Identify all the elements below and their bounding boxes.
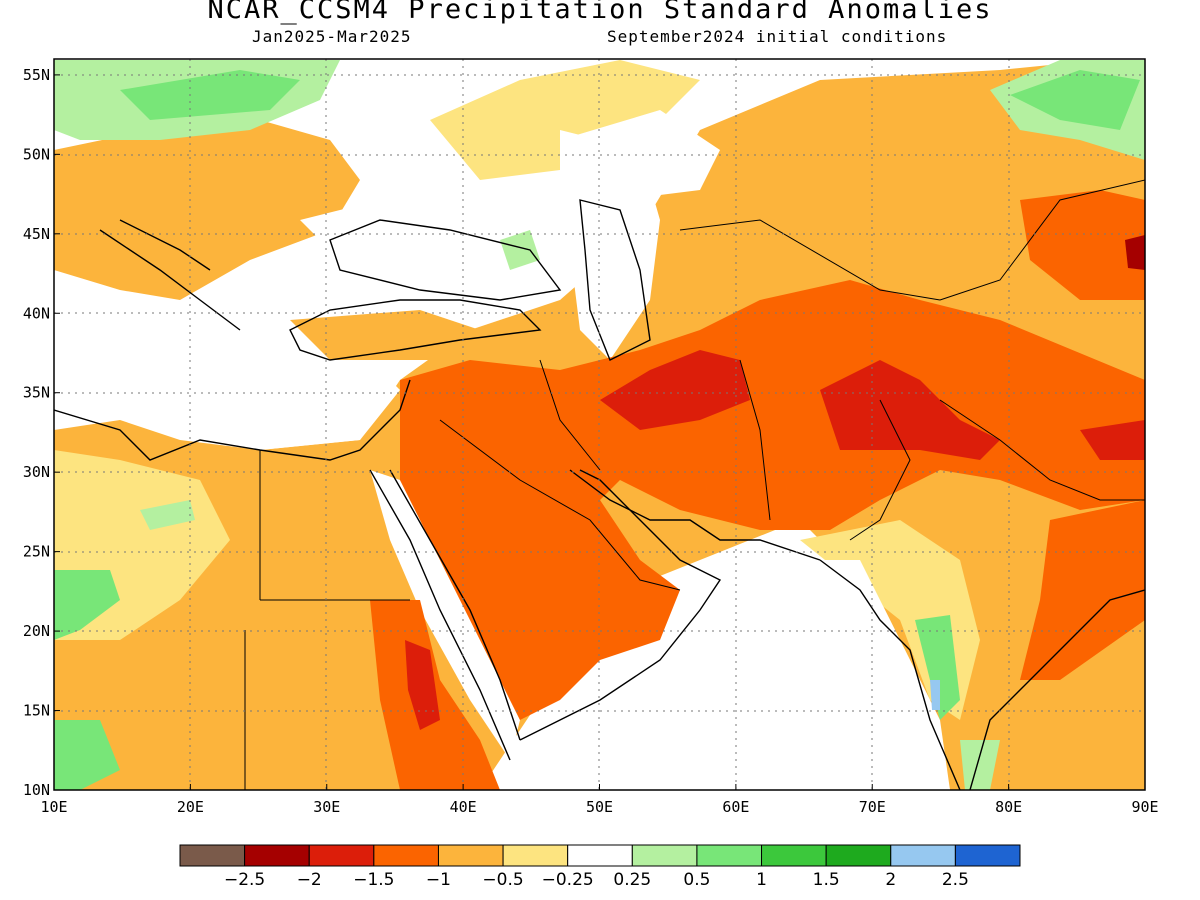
colorbar-swatch (696, 844, 763, 867)
lon-label: 60E (722, 798, 749, 816)
lon-label: 20E (177, 798, 204, 816)
lat-label: 10N (23, 781, 50, 799)
lon-label: 10E (40, 798, 67, 816)
lon-label: 50E (586, 798, 613, 816)
colorbar: −2.5 −2 −1.5 −1 −0.5 −0.25 0.25 0.5 1 1.5 2 2.5 (179, 844, 1021, 890)
anomaly-area-neutral-indian-ocean (510, 560, 950, 790)
longitude-labels: 10E 20E 30E 40E 50E 60E 70E 80E 90E (40, 798, 1158, 816)
anomaly-area-orange-arabia (400, 280, 1145, 720)
colorbar-label: 2 (885, 870, 896, 890)
coastlines (54, 199, 1145, 790)
anomaly-area-neutral-redsea (370, 470, 520, 760)
anomaly-area-green-india-south (960, 740, 1000, 790)
colorbar-swatch (890, 844, 956, 867)
colorbar-label: −2 (297, 870, 322, 890)
coastline-black-sea (329, 219, 562, 301)
borders (244, 179, 1145, 790)
axis-ticks (53, 74, 1146, 791)
anomaly-area-green-wafrica-south (54, 720, 120, 790)
anomaly-area-midgreen-russia (1010, 70, 1140, 130)
lon-label: 40E (450, 798, 477, 816)
coastline-turkey (289, 299, 542, 361)
anomaly-area-neutral-mediterranean (54, 330, 400, 450)
colorbar-swatch (825, 844, 892, 867)
border-kazakhstan (679, 219, 941, 301)
border-pakistan-india (849, 399, 911, 541)
colorbar-label: 0.5 (683, 870, 710, 890)
anomaly-area-orange-bengal (1020, 500, 1145, 680)
map-title: NCAR_CCSM4 Precipitation Standard Anomal… (207, 0, 993, 25)
colorbar-label: −0.5 (482, 870, 523, 890)
coastline-arabia (519, 469, 722, 741)
coastline-persian-gulf (569, 469, 821, 561)
border-iran-afghanistan (739, 359, 771, 521)
anomaly-area-midgreen-scandinavia (120, 70, 300, 120)
colorbar-swatch (631, 844, 698, 867)
colorbar-swatch (502, 844, 569, 867)
colorbar-label: 1 (756, 870, 767, 890)
colorbar-label: −0.25 (542, 870, 594, 890)
lon-label: 90E (1131, 798, 1158, 816)
border-iran-iraq (539, 359, 601, 471)
lon-label: 70E (859, 798, 886, 816)
anomaly-area-lightgreen-libya (140, 500, 195, 530)
lat-label: 50N (23, 145, 50, 163)
coastline-india (819, 559, 1145, 790)
lat-label: 55N (23, 66, 50, 84)
map-field (54, 59, 1145, 790)
border-india-nepal (939, 399, 1145, 501)
graticule (54, 59, 1145, 790)
anomaly-area-green-india (915, 615, 960, 720)
anomaly-area-orange-china (1020, 190, 1145, 300)
anomaly-area-neutral-blacksea (300, 200, 600, 300)
anomaly-area-blue-india (930, 680, 940, 710)
colorbar-label: −1 (426, 870, 451, 890)
lat-label: 45N (23, 225, 50, 243)
colorbar-swatch (437, 844, 504, 867)
anomaly-area-green-caucasus (500, 230, 540, 270)
anomaly-area-light-orange-north (54, 120, 360, 300)
anomaly-area-yellow-europe (430, 60, 700, 180)
colorbar-swatch (179, 844, 246, 867)
initial-conditions: September2024 initial conditions (607, 27, 948, 46)
colorbar-label: −1.5 (353, 870, 394, 890)
anomaly-area-red-afghanistan (820, 360, 1000, 460)
coastline-mediterranean-south (54, 379, 411, 461)
border-china (939, 179, 1145, 301)
colorbar-label: 1.5 (813, 870, 840, 890)
lat-label: 20N (23, 622, 50, 640)
lon-label: 30E (313, 798, 340, 816)
anomaly-area-neutral-north (560, 110, 720, 200)
coastline-caspian (579, 199, 651, 361)
lat-label: 30N (23, 463, 50, 481)
colorbar-swatch (244, 844, 310, 867)
lat-label: 40N (23, 304, 50, 322)
coastline-adriatic (99, 219, 241, 331)
anomaly-area-darkred-china (1125, 235, 1145, 270)
latitude-labels: 10N 15N 20N 25N 30N 35N 40N 45N 50N 55N (23, 66, 50, 799)
anomaly-area-red-sudan (405, 640, 440, 730)
colorbar-swatch (567, 844, 633, 867)
colorbar-label: 2.5 (942, 870, 969, 890)
lat-label: 15N (23, 702, 50, 720)
colorbar-label: −2.5 (224, 870, 265, 890)
border-saudi (439, 419, 681, 591)
colorbar-label: 0.25 (613, 870, 651, 890)
forecast-period: Jan2025-Mar2025 (252, 27, 412, 46)
lat-label: 25N (23, 543, 50, 561)
colorbar-swatch (954, 844, 1021, 867)
lon-label: 80E (995, 798, 1022, 816)
anomaly-area-red-china (1080, 420, 1145, 460)
colorbar-swatch (373, 844, 439, 867)
anomaly-area-light-orange-turkey (290, 310, 480, 360)
anomaly-area-green-wafrica (54, 570, 120, 640)
anomaly-area-red-iran (600, 350, 750, 430)
coastline-red-sea (369, 469, 521, 761)
lat-label: 35N (23, 384, 50, 402)
colorbar-swatch (308, 844, 375, 867)
colorbar-swatch (761, 844, 827, 867)
